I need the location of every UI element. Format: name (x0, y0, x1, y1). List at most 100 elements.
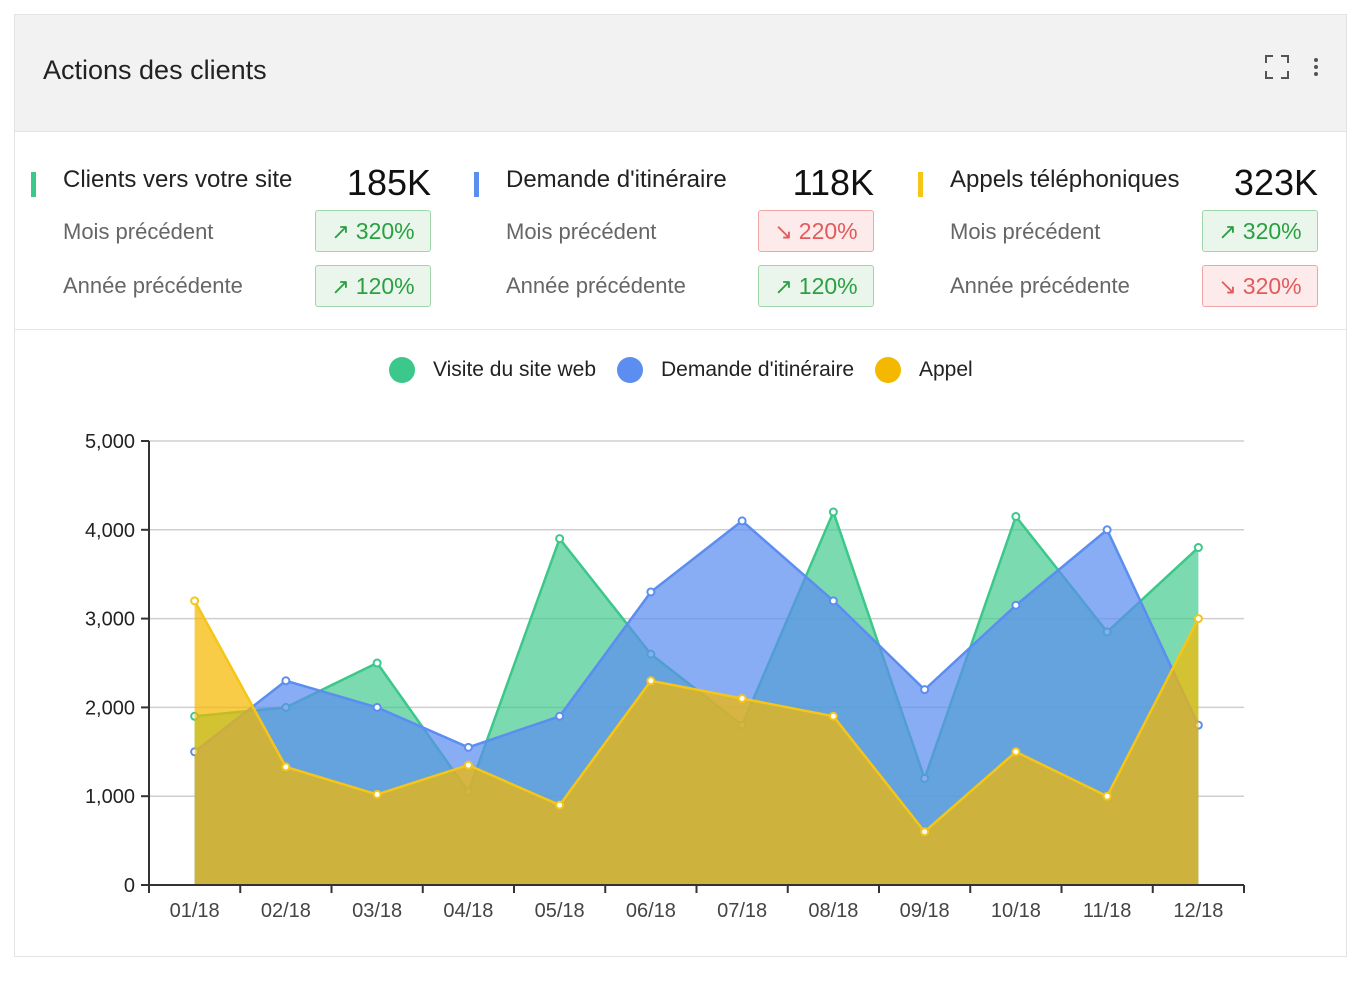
change-value: 320% (1242, 273, 1302, 299)
previous-month-label: Mois précédent (950, 219, 1101, 244)
legend-item-calls[interactable]: Appel (875, 355, 985, 385)
card-header: Actions des clients (15, 15, 1346, 132)
data-point (281, 762, 291, 772)
change-value: 320% (355, 218, 415, 244)
expand-icon[interactable] (1265, 55, 1289, 79)
metric-route-requests: Demande d'itinéraire 118K Mois précédent… (474, 162, 884, 312)
change-badge: ↗ 120% (758, 265, 874, 307)
legend-swatch (617, 357, 643, 383)
data-point (1011, 747, 1021, 757)
data-point (372, 658, 382, 668)
legend-item-site-visits[interactable]: Visite du site web (389, 355, 609, 385)
change-badge: ↗ 120% (315, 265, 431, 307)
x-tick-label: 09/18 (900, 900, 950, 922)
change-value: 120% (798, 273, 858, 299)
trend-down-icon: ↘ (1218, 274, 1237, 299)
previous-year-label: Année précédente (506, 273, 686, 298)
data-point (1102, 525, 1112, 535)
x-tick-label: 11/18 (1083, 900, 1132, 922)
data-point (828, 711, 838, 721)
chart-legend: Visite du site web Demande d'itinéraire … (0, 355, 1365, 385)
data-point (737, 694, 747, 704)
data-point (1011, 600, 1021, 610)
y-tick-label: 4,000 (85, 520, 135, 542)
legend-label: Visite du site web (433, 358, 597, 381)
data-point (920, 827, 930, 837)
trend-up-icon: ↗ (1218, 219, 1237, 244)
x-tick-label: 06/18 (626, 900, 676, 922)
data-point (1193, 543, 1203, 553)
x-tick-label: 05/18 (535, 900, 585, 922)
y-tick-label: 0 (124, 875, 135, 897)
metrics-row: Clients vers votre site 185K Mois précéd… (15, 132, 1346, 330)
series-line (193, 600, 1200, 834)
metric-site-visits: Clients vers votre site 185K Mois précéd… (31, 162, 441, 312)
legend-swatch (875, 357, 901, 383)
y-tick-label: 3,000 (85, 609, 135, 631)
data-point (1011, 511, 1021, 521)
data-point (463, 742, 473, 752)
change-badge: ↗ 320% (1202, 210, 1318, 252)
previous-month-label: Mois précédent (506, 219, 657, 244)
series-area (194, 600, 1199, 885)
metric-phone-calls: Appels téléphoniques 323K Mois précédent… (918, 162, 1328, 312)
trend-up-icon: ↗ (331, 274, 350, 299)
legend-swatch (389, 357, 415, 383)
metric-value: 323K (1233, 162, 1318, 203)
trend-down-icon: ↘ (774, 219, 793, 244)
change-value: 320% (1242, 218, 1302, 244)
data-point (737, 516, 747, 526)
card-title: Actions des clients (43, 55, 267, 85)
trend-up-icon: ↗ (331, 219, 350, 244)
data-point (1102, 791, 1112, 801)
change-badge: ↘ 220% (758, 210, 874, 252)
previous-year-label: Année précédente (63, 273, 243, 298)
legend-label: Demande d'itinéraire (661, 358, 855, 381)
data-point (463, 760, 473, 770)
data-point (281, 676, 291, 686)
data-point (372, 789, 382, 799)
data-point (555, 534, 565, 544)
trend-up-icon: ↗ (774, 274, 793, 299)
more-vertical-icon[interactable] (1311, 55, 1321, 79)
change-value: 120% (355, 273, 415, 299)
x-tick-label: 12/18 (1173, 900, 1223, 922)
metric-value: 185K (346, 162, 431, 203)
x-tick-label: 04/18 (443, 900, 493, 922)
x-tick-label: 01/18 (170, 900, 220, 922)
metric-color-bar (918, 172, 923, 197)
previous-month-label: Mois précédent (63, 219, 214, 244)
metric-color-bar (31, 172, 36, 197)
change-badge: ↗ 320% (315, 210, 431, 252)
data-point (920, 685, 930, 695)
data-point (828, 507, 838, 517)
y-tick-label: 2,000 (85, 697, 135, 719)
data-point (828, 596, 838, 606)
series-line (193, 519, 1200, 753)
data-point (1193, 614, 1203, 624)
previous-year-label: Année précédente (950, 273, 1130, 298)
metric-label: Demande d'itinéraire (506, 166, 727, 193)
metric-label: Clients vers votre site (63, 166, 293, 193)
x-tick-label: 02/18 (261, 900, 311, 922)
y-tick-label: 5,000 (85, 431, 135, 453)
y-tick-label: 1,000 (85, 786, 135, 808)
metric-label: Appels téléphoniques (950, 166, 1180, 193)
data-point (646, 676, 656, 686)
legend-label: Appel (919, 358, 973, 381)
x-tick-label: 10/18 (991, 900, 1041, 922)
legend-item-route-requests[interactable]: Demande d'itinéraire (617, 355, 867, 385)
data-point (555, 800, 565, 810)
data-point (372, 702, 382, 712)
x-tick-label: 08/18 (808, 900, 858, 922)
data-point (555, 711, 565, 721)
metric-value: 118K (792, 162, 874, 203)
x-tick-label: 07/18 (717, 900, 767, 922)
change-value: 220% (798, 218, 858, 244)
data-point (646, 587, 656, 597)
metric-color-bar (474, 172, 479, 197)
x-tick-label: 03/18 (352, 900, 402, 922)
change-badge: ↘ 320% (1202, 265, 1318, 307)
data-point (190, 596, 200, 606)
